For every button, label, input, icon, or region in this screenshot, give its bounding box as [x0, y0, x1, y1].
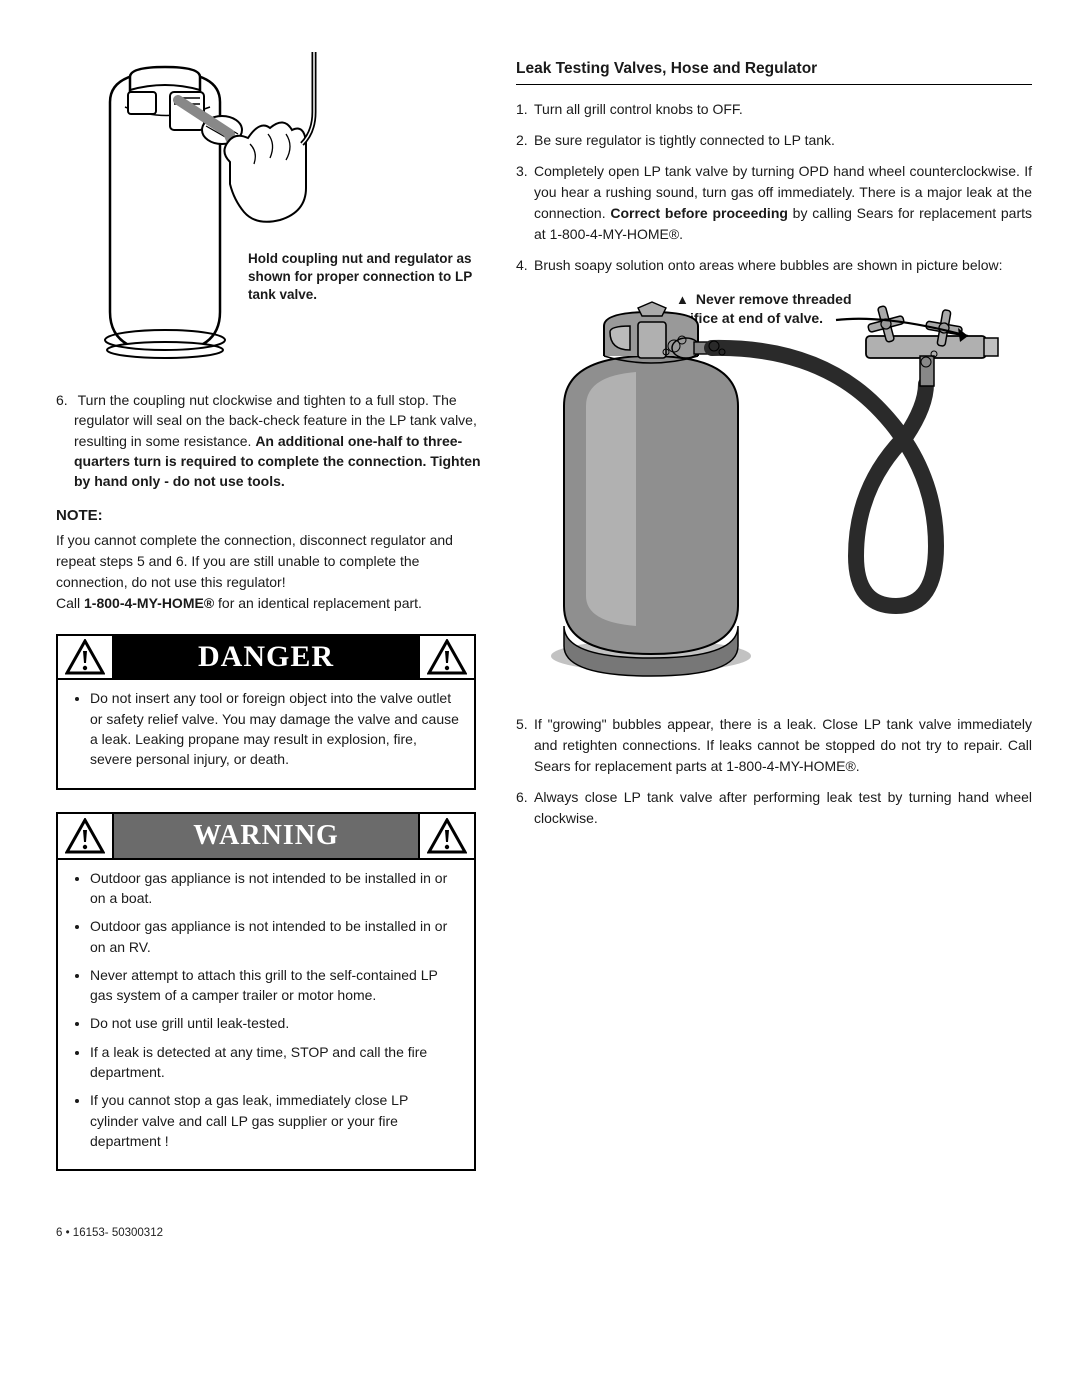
step-5: 5. If "growing" bubbles appear, there is… [516, 714, 1032, 777]
warning-box: WARNING Outdoor gas appliance is not int… [56, 812, 476, 1172]
step-number: 4. [516, 255, 534, 276]
step-1: 1. Turn all grill control knobs to OFF. [516, 99, 1032, 120]
note-phone: 1-800-4-MY-HOME® [84, 595, 214, 611]
step-6-number: 6. [56, 390, 74, 410]
warning-item: Never attempt to attach this grill to th… [90, 965, 460, 1006]
warning-item: If a leak is detected at any time, STOP … [90, 1042, 460, 1083]
note-body: If you cannot complete the connection, d… [56, 530, 484, 614]
step-number: 5. [516, 714, 534, 777]
warning-triangle-icon [418, 636, 474, 678]
danger-text: Do not insert any tool or foreign object… [90, 688, 460, 769]
warning-triangle-icon [58, 636, 114, 678]
warning-item: Outdoor gas appliance is not intended to… [90, 916, 460, 957]
right-column: Leak Testing Valves, Hose and Regulator … [516, 52, 1032, 1193]
leak-test-steps: 1. Turn all grill control knobs to OFF. … [516, 99, 1032, 276]
leak-test-steps-cont: 5. If "growing" bubbles appear, there is… [516, 714, 1032, 829]
step-number: 2. [516, 130, 534, 151]
warning-header: WARNING [58, 814, 474, 860]
page: Hold coupling nut and regulator as shown… [0, 0, 1080, 1223]
note-p2c: for an identical replacement part. [214, 595, 422, 611]
step-text: Brush soapy solution onto areas where bu… [534, 255, 1032, 276]
figure-leak-test: ▲ Never remove threaded orifice at end o… [516, 286, 1032, 696]
warning-item: Outdoor gas appliance is not intended to… [90, 868, 460, 909]
warning-body: Outdoor gas appliance is not intended to… [58, 860, 474, 1170]
step-text: Be sure regulator is tightly connected t… [534, 130, 1032, 151]
note-p1: If you cannot complete the connection, d… [56, 532, 453, 590]
warning-item: Do not use grill until leak-tested. [90, 1013, 460, 1033]
danger-title: DANGER [114, 636, 418, 678]
warning-triangle-icon [58, 814, 114, 858]
step-number: 3. [516, 161, 534, 245]
step-2: 2. Be sure regulator is tightly connecte… [516, 130, 1032, 151]
leak-test-drawing [516, 286, 1026, 686]
step-3b: Correct before proceeding [610, 205, 788, 221]
danger-header: DANGER [58, 636, 474, 680]
step-text: If "growing" bubbles appear, there is a … [534, 714, 1032, 777]
step-number: 6. [516, 787, 534, 829]
tank-coupling-drawing [70, 52, 340, 372]
step-text: Always close LP tank valve after perform… [534, 787, 1032, 829]
step-6: 6. Turn the coupling nut clockwise and t… [56, 390, 484, 491]
warning-title: WARNING [114, 814, 418, 858]
step-3: 3. Completely open LP tank valve by turn… [516, 161, 1032, 245]
step-text: Completely open LP tank valve by turning… [534, 161, 1032, 245]
warning-triangle-icon [418, 814, 474, 858]
figure-caption: Hold coupling nut and regulator as shown… [248, 250, 488, 305]
danger-box: DANGER Do not insert any tool or foreign… [56, 634, 476, 789]
step-6r: 6. Always close LP tank valve after perf… [516, 787, 1032, 829]
danger-body: Do not insert any tool or foreign object… [58, 680, 474, 787]
warning-item: If you cannot stop a gas leak, immediate… [90, 1090, 460, 1151]
page-footer: 6 • 16153- 50300312 [0, 1223, 1080, 1243]
section-heading: Leak Testing Valves, Hose and Regulator [516, 60, 1032, 85]
step-text: Turn all grill control knobs to OFF. [534, 99, 1032, 120]
step-number: 1. [516, 99, 534, 120]
step-4: 4. Brush soapy solution onto areas where… [516, 255, 1032, 276]
figure-tank-coupling: Hold coupling nut and regulator as shown… [56, 52, 484, 372]
note-heading: NOTE: [56, 507, 484, 524]
left-column: Hold coupling nut and regulator as shown… [56, 52, 484, 1193]
note-p2a: Call [56, 595, 84, 611]
warning-list: Outdoor gas appliance is not intended to… [72, 868, 460, 1152]
